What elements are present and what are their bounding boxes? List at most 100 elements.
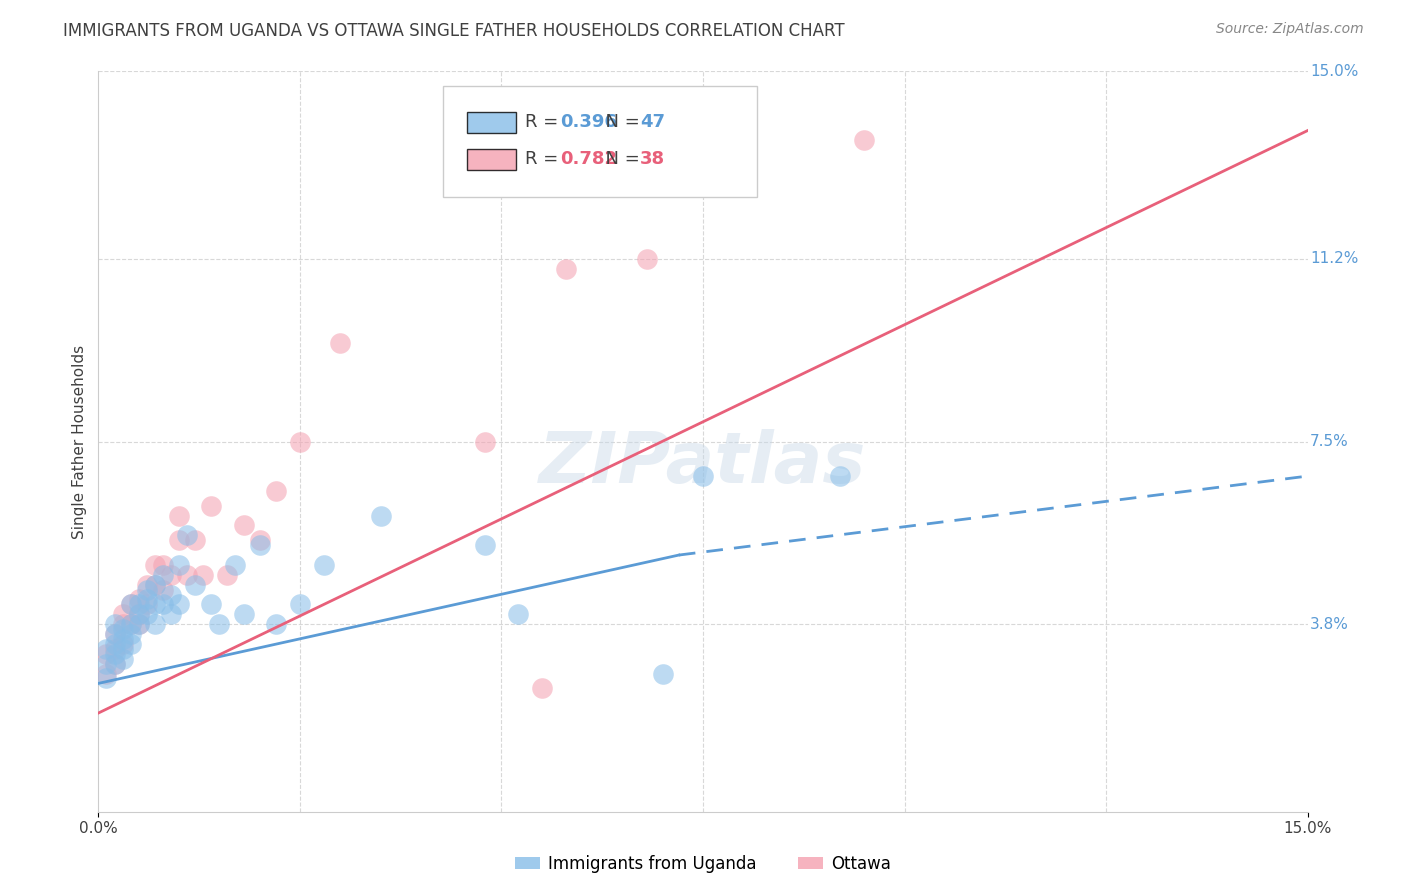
Text: R =: R = [526, 113, 564, 131]
Point [103, 657, 125, 671]
Point [143, 617, 166, 632]
Point [128, 607, 150, 622]
FancyBboxPatch shape [443, 87, 758, 197]
Point [288, 434, 311, 449]
Point [128, 607, 150, 622]
Point [530, 681, 553, 696]
Point [143, 577, 166, 591]
Point [200, 499, 222, 513]
Point [96, 657, 118, 671]
Point [506, 607, 529, 622]
Point [103, 647, 125, 661]
Point [120, 637, 142, 651]
Point [111, 607, 134, 622]
Point [135, 582, 157, 597]
Text: 15.0%: 15.0% [1310, 64, 1358, 78]
Point [264, 617, 287, 632]
Point [314, 558, 336, 572]
Point [120, 617, 142, 632]
Point [120, 598, 142, 612]
Point [120, 617, 142, 632]
Point [103, 627, 125, 641]
Point [143, 577, 166, 591]
Y-axis label: Single Father Households: Single Father Households [72, 344, 87, 539]
Point [208, 617, 231, 632]
Point [111, 632, 134, 646]
Point [152, 558, 174, 572]
Point [249, 538, 271, 552]
Point [474, 434, 496, 449]
Point [176, 528, 198, 542]
Point [329, 335, 352, 350]
Point [288, 598, 311, 612]
Point [160, 607, 183, 622]
Text: IMMIGRANTS FROM UGANDA VS OTTAWA SINGLE FATHER HOUSEHOLDS CORRELATION CHART: IMMIGRANTS FROM UGANDA VS OTTAWA SINGLE … [63, 22, 845, 40]
Point [143, 558, 166, 572]
Point [224, 558, 246, 572]
Point [232, 607, 254, 622]
Point [103, 641, 125, 656]
Point [103, 637, 125, 651]
Point [193, 567, 215, 582]
Point [167, 598, 190, 612]
Point [200, 598, 222, 612]
Point [152, 567, 174, 582]
Text: N =: N = [595, 151, 645, 169]
Point [217, 567, 239, 582]
Point [96, 666, 118, 681]
Point [135, 598, 157, 612]
Text: 7.5%: 7.5% [1310, 434, 1348, 449]
Point [853, 133, 876, 147]
Point [152, 598, 174, 612]
Point [143, 598, 166, 612]
Point [636, 252, 658, 266]
Point [152, 582, 174, 597]
Text: 0.396: 0.396 [561, 113, 617, 131]
Point [249, 533, 271, 548]
Point [474, 538, 496, 552]
Point [128, 617, 150, 632]
Point [111, 641, 134, 656]
Point [111, 622, 134, 636]
Point [160, 567, 183, 582]
Text: 47: 47 [640, 113, 665, 131]
Point [128, 617, 150, 632]
FancyBboxPatch shape [467, 149, 516, 169]
Point [96, 641, 118, 656]
Point [232, 518, 254, 533]
Point [103, 627, 125, 641]
Point [111, 637, 134, 651]
Point [135, 577, 157, 591]
Text: 3.8%: 3.8% [1310, 616, 1348, 632]
Text: 11.2%: 11.2% [1310, 252, 1358, 267]
Point [96, 672, 118, 686]
Text: Source: ZipAtlas.com: Source: ZipAtlas.com [1216, 22, 1364, 37]
Point [103, 657, 125, 671]
Point [167, 533, 190, 548]
Text: N =: N = [595, 113, 645, 131]
Point [128, 592, 150, 607]
Text: 0.782: 0.782 [561, 151, 617, 169]
FancyBboxPatch shape [467, 112, 516, 133]
Text: ZIPatlas: ZIPatlas [540, 429, 866, 499]
Point [184, 577, 207, 591]
Point [120, 598, 142, 612]
Point [264, 483, 287, 498]
Point [167, 508, 190, 523]
Point [128, 598, 150, 612]
Point [370, 508, 392, 523]
Legend: Immigrants from Uganda, Ottawa: Immigrants from Uganda, Ottawa [508, 848, 898, 880]
Point [103, 617, 125, 632]
Point [111, 651, 134, 665]
Text: 38: 38 [640, 151, 665, 169]
Point [733, 173, 755, 187]
Point [651, 666, 673, 681]
Point [184, 533, 207, 548]
Point [555, 261, 578, 276]
Point [96, 647, 118, 661]
Point [828, 469, 851, 483]
Point [120, 627, 142, 641]
Text: R =: R = [526, 151, 564, 169]
Point [135, 607, 157, 622]
Point [176, 567, 198, 582]
